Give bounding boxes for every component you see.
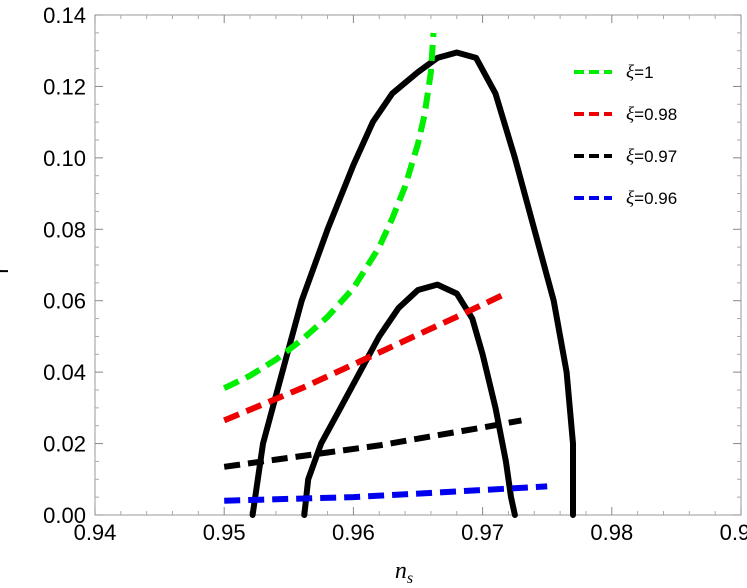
y-tick-label: 0.08 bbox=[43, 217, 86, 242]
legend: ξ=1ξ=0.98ξ=0.97ξ=0.96 bbox=[574, 62, 677, 209]
legend-entry-value: =0.97 bbox=[634, 147, 677, 166]
contour-outer bbox=[249, 49, 576, 518]
contours bbox=[249, 49, 576, 518]
axis-ticks bbox=[94, 14, 742, 516]
x-tick-label: 0.94 bbox=[74, 520, 117, 545]
x-tick-label: 0.98 bbox=[590, 520, 633, 545]
legend-entry-symbol: ξ bbox=[626, 62, 635, 83]
legend-entry-2: ξ=0.97 bbox=[626, 146, 677, 167]
x-tick-label: 0.95 bbox=[203, 520, 246, 545]
y-tick-label: 0.06 bbox=[43, 289, 86, 314]
y-tick-label: 0.14 bbox=[43, 3, 86, 28]
x-tick-label: 0.99 bbox=[720, 520, 747, 545]
legend-entry-value: =0.98 bbox=[634, 105, 677, 124]
series-lines bbox=[222, 32, 548, 504]
legend-entry-3: ξ=0.96 bbox=[626, 188, 677, 209]
series-line-1 bbox=[223, 292, 504, 424]
y-tick-label: 0.00 bbox=[43, 503, 86, 528]
legend-entry-value: =0.96 bbox=[634, 189, 677, 208]
legend-entry-symbol: ξ bbox=[626, 188, 635, 209]
series-line-2 bbox=[223, 417, 522, 470]
x-axis-label-sub: s bbox=[407, 570, 413, 587]
legend-entry-value: =1 bbox=[634, 63, 653, 82]
contour-inner bbox=[301, 281, 518, 518]
x-tick-label: 0.96 bbox=[332, 520, 375, 545]
y-tick-label: 0.12 bbox=[43, 74, 86, 99]
x-axis-label: ns bbox=[395, 558, 413, 587]
y-axis-label: r bbox=[0, 266, 13, 273]
y-tick-label: 0.02 bbox=[43, 432, 86, 457]
series-line-0 bbox=[222, 32, 437, 391]
y-tick-label: 0.10 bbox=[43, 146, 86, 171]
legend-entry-0: ξ=1 bbox=[626, 62, 654, 83]
legend-entry-symbol: ξ bbox=[626, 104, 635, 125]
series-line-3 bbox=[224, 483, 548, 504]
legend-entry-1: ξ=0.98 bbox=[626, 104, 677, 125]
y-tick-label: 0.04 bbox=[43, 360, 86, 385]
x-axis-label-main: n bbox=[395, 558, 407, 584]
tick-labels: 0.94 0.95 0.96 0.97 0.98 0.99 0.00 0.02 0.04 0.06… bbox=[43, 3, 747, 545]
x-tick-label: 0.97 bbox=[461, 520, 504, 545]
legend-entry-symbol: ξ bbox=[626, 146, 635, 167]
